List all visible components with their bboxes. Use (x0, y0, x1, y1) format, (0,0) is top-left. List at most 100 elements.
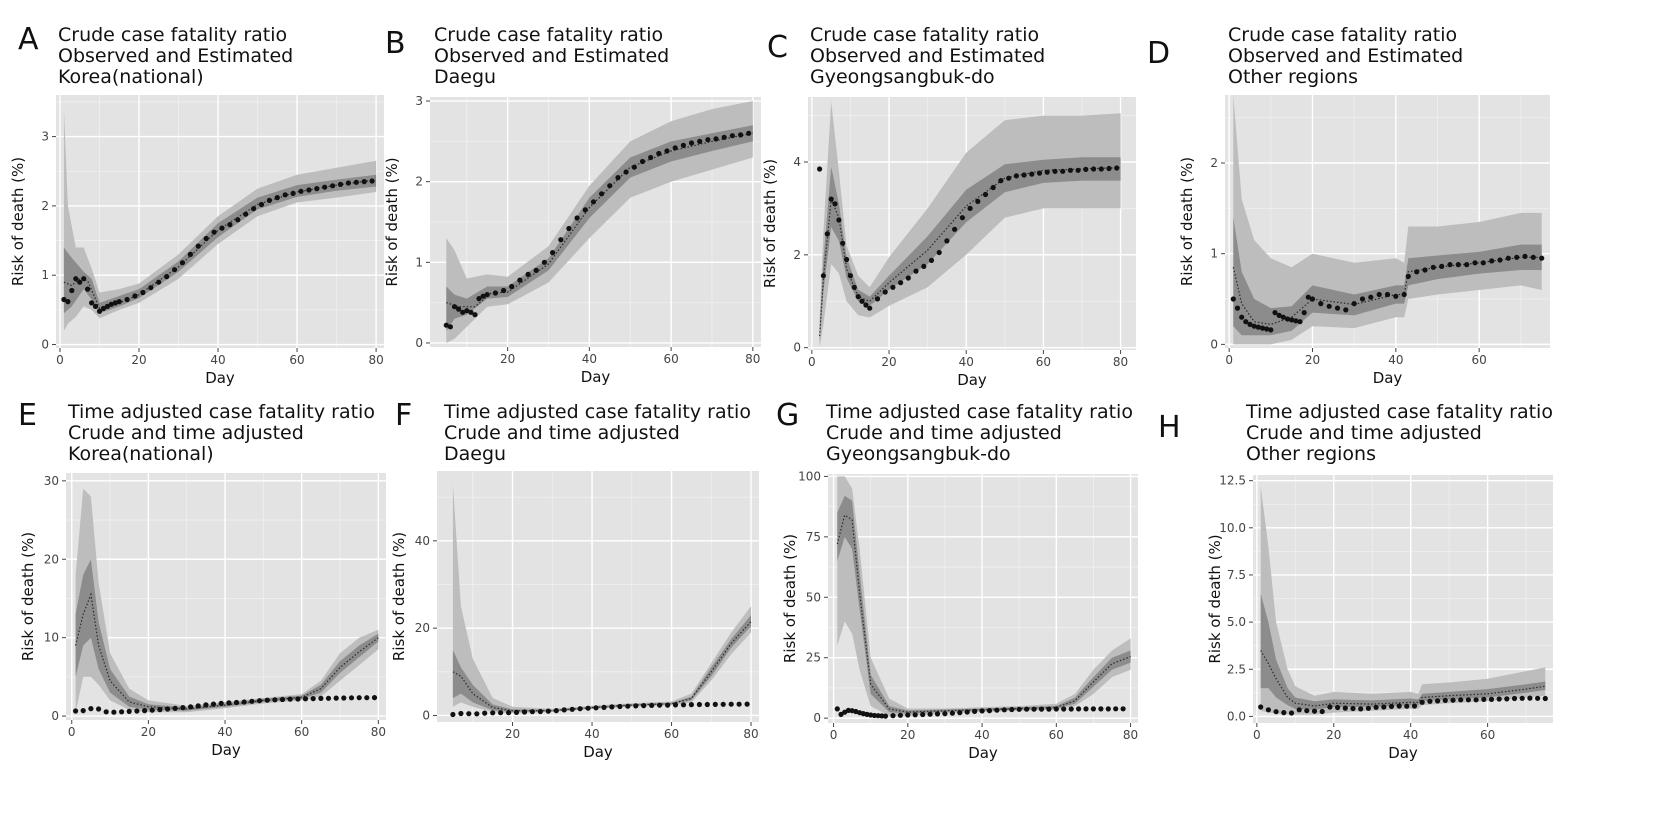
estimate-dotted-line (446, 132, 753, 308)
x-tick-label: 60 (1036, 355, 1051, 369)
observed-point (274, 195, 280, 201)
observed-point (103, 709, 109, 715)
observed-point (897, 712, 903, 718)
title-line: Other regions (1246, 443, 1376, 465)
observed-point (148, 285, 154, 291)
observed-point (1488, 696, 1495, 702)
observed-point (665, 702, 671, 708)
observed-point (172, 267, 178, 273)
observed-point (688, 702, 694, 708)
observed-point (1301, 310, 1307, 316)
y-tick-label: 20 (415, 621, 430, 635)
observed-point (1075, 167, 1081, 173)
observed-point (1497, 257, 1503, 263)
observed-point (1243, 319, 1249, 325)
observed-point (1472, 260, 1478, 266)
observed-point (126, 708, 132, 714)
observed-point (599, 191, 605, 197)
observed-point (210, 701, 217, 707)
observed-point (697, 138, 703, 144)
observed-point (874, 296, 881, 302)
y-tick-label: 1 (415, 255, 423, 269)
confidence-band-inner (63, 174, 377, 314)
title-line: Crude case fatality ratio (58, 24, 288, 46)
observed-point (314, 186, 320, 192)
observed-point (875, 713, 881, 719)
x-axis-title: Day (581, 368, 611, 386)
observed-point (639, 158, 646, 165)
observed-point (834, 706, 840, 712)
observed-point (921, 263, 927, 269)
x-tick-label: 20 (881, 355, 896, 369)
observed-point (851, 284, 857, 290)
observed-point (1255, 324, 1261, 330)
x-tick-label: 60 (289, 353, 304, 367)
observed-point (558, 237, 564, 243)
observed-point (1289, 317, 1295, 323)
observed-point (156, 279, 162, 285)
observed-point (942, 711, 948, 717)
x-tick-label: 40 (210, 353, 225, 367)
observed-point (1368, 294, 1374, 300)
observed-point (348, 695, 355, 701)
y-tick-label: 0 (41, 338, 49, 352)
panel-e-plot: 0 20 40 60 80 0 10 20 30 Day Risk of death (%) (19, 473, 386, 759)
panel-g-letter: G (776, 398, 800, 433)
observed-point (1001, 707, 1007, 713)
observed-point (134, 708, 140, 714)
title-line: Gyeongsangbuk-do (810, 66, 995, 88)
x-tick-label: 60 (664, 727, 679, 741)
observed-point (333, 695, 339, 701)
observed-point (345, 180, 351, 186)
observed-point (585, 705, 591, 711)
panel-h-letter: H (1158, 410, 1181, 445)
observed-point (100, 305, 106, 312)
observed-point (744, 701, 750, 707)
observed-point (1393, 293, 1399, 299)
observed-point (1384, 291, 1391, 298)
observed-point (533, 267, 539, 273)
observed-point (721, 134, 727, 140)
observed-point (251, 206, 257, 212)
observed-point (641, 703, 647, 709)
observed-point (672, 145, 678, 151)
x-tick-label: 40 (217, 725, 232, 739)
observed-point (498, 710, 504, 716)
observed-point (472, 312, 478, 318)
observed-point (1411, 703, 1418, 709)
observed-point (855, 294, 861, 300)
observed-point (882, 713, 889, 719)
observed-point (729, 133, 735, 139)
estimate-dotted-line (452, 621, 752, 712)
observed-point (1272, 310, 1278, 316)
observed-point (1230, 296, 1236, 302)
observed-point (1009, 706, 1015, 713)
observed-point (1539, 255, 1545, 261)
panel-b-title: Crude case fatality ratio Observed and Es… (434, 25, 669, 88)
observed-point (1496, 696, 1502, 702)
observed-point (1319, 708, 1325, 715)
observed-point (545, 708, 551, 714)
confidence-band-inner (446, 125, 753, 331)
observed-point (85, 286, 91, 292)
observed-point (364, 695, 370, 701)
x-tick-label: 80 (743, 727, 758, 741)
observed-point (1090, 706, 1096, 712)
title-line: Crude and time adjusted (68, 422, 304, 444)
title-line: Time adjusted case fatality ratio (1246, 401, 1553, 423)
observed-point (172, 705, 178, 711)
y-tick-label: 2.5 (1227, 662, 1246, 676)
observed-point (1038, 706, 1045, 712)
observed-point (450, 711, 456, 718)
observed-point (569, 706, 575, 712)
observed-point (1351, 301, 1357, 307)
observed-point (1519, 695, 1525, 701)
observed-point (1422, 267, 1428, 273)
panel-a-plot: 0 20 40 60 80 0 1 2 3 Day Risk of death (%) (9, 95, 384, 387)
y-tick-label: 7.5 (1227, 568, 1246, 582)
observed-point (1504, 696, 1510, 702)
observed-point (979, 708, 985, 714)
observed-point (447, 324, 453, 330)
observed-point (934, 711, 941, 717)
observed-point (492, 290, 498, 296)
